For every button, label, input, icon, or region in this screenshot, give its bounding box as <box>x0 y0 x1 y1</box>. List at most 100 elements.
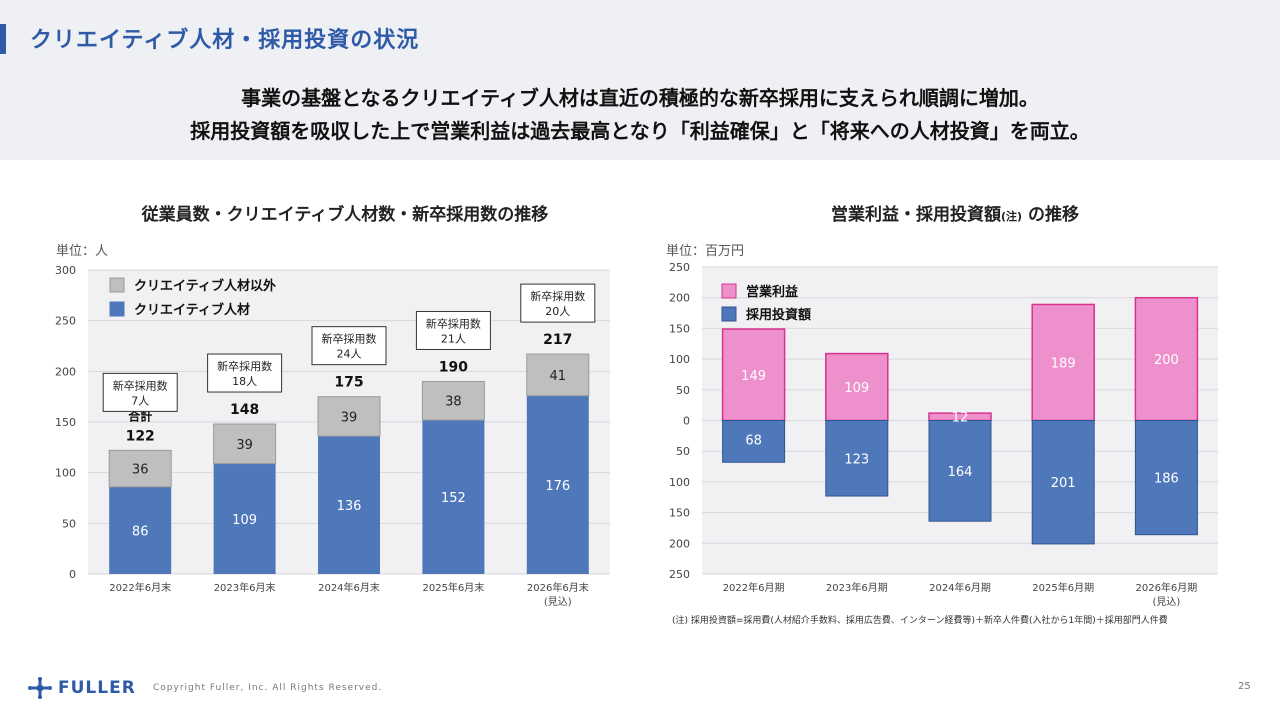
legend-label: クリエイティブ人材以外 <box>134 278 276 294</box>
bar-operating-profit <box>721 328 786 422</box>
lead-line-2: 採用投資額を吸収した上で営業利益は過去最高となり「利益確保」と「将来への人材投資… <box>190 119 1090 143</box>
y-tick-label: 100 <box>55 467 76 480</box>
callout-value: 18人 <box>232 375 257 388</box>
data-label-profit: 200 <box>1154 353 1179 368</box>
y-tick-label: 250 <box>669 568 690 581</box>
bar-operating-profit <box>1134 296 1199 422</box>
headcount-chart: 0 50 100 150 200 250 300 86 36 122 合計 新卒採用数 7人 2022年6… <box>55 264 610 608</box>
y-tick-label: 0 <box>69 568 76 581</box>
x-tick-label: 2022年6月期 <box>723 581 785 594</box>
total-label: 175 <box>334 375 363 391</box>
y-tick-label: 50 <box>62 517 76 530</box>
y-tick-label: 200 <box>669 292 690 305</box>
bar-non-creative <box>213 423 277 465</box>
total-label: 217 <box>543 332 572 348</box>
total-label: 122 <box>126 428 155 444</box>
callout-value: 20人 <box>545 305 570 318</box>
right-chart-title-main: 営業利益・採用投資額 <box>831 205 1001 225</box>
right-chart-title-suffix: の推移 <box>1022 205 1079 225</box>
copyright: Copyright Fuller, Inc. All Rights Reserv… <box>153 683 383 693</box>
x-tick-label: 2025年6月末 <box>422 581 484 594</box>
legend-swatch <box>109 277 125 293</box>
data-label-non-creative: 39 <box>341 410 358 425</box>
x-tick-label: 2026年6月末 <box>527 581 589 594</box>
lead-line-1: 事業の基盤となるクリエイティブ人材は直近の積極的な新卒採用に支えられ順調に増加。 <box>241 86 1039 110</box>
data-label-non-creative: 38 <box>445 395 462 410</box>
y-tick-label: 200 <box>669 537 690 550</box>
total-label: 190 <box>439 359 468 375</box>
callout-box <box>520 283 596 323</box>
y-tick-label: 150 <box>55 416 76 429</box>
data-label-profit: 149 <box>741 369 766 384</box>
bar-creative <box>213 463 276 574</box>
data-label-investment: 186 <box>1154 472 1179 487</box>
callout-label: 新卒採用数 <box>113 378 168 392</box>
footnote: (注) 採用投資額=採用費(人材紹介手数料、採用広告費、インターン経費等)＋新卒… <box>672 616 1168 626</box>
bar-recruiting-investment <box>825 420 889 497</box>
fuller-logo-icon <box>28 677 52 699</box>
y-tick-label: 150 <box>669 507 690 520</box>
y-tick-label: 150 <box>669 322 690 335</box>
callout-label: 新卒採用数 <box>426 316 481 330</box>
data-label-profit: 189 <box>1051 356 1076 371</box>
y-tick-label: 200 <box>55 365 76 378</box>
data-label-non-creative: 39 <box>236 438 253 453</box>
legend-label: 採用投資額 <box>746 307 811 323</box>
callout-box <box>207 353 283 393</box>
left-chart-unit: 単位：人 <box>56 244 109 259</box>
y-tick-label: 100 <box>669 353 690 366</box>
header-band: クリエイティブ人材・採用投資の状況 事業の基盤となるクリエイティブ人材は直近の積… <box>0 0 1280 160</box>
y-tick-label: 250 <box>55 315 76 328</box>
data-label-creative: 86 <box>132 524 149 539</box>
profit-investment-chart: 250 200 150 100 50 0 50 100 150 200 250 149 68 2022年6… <box>669 261 1218 608</box>
total-caption: 合計 <box>128 408 152 423</box>
data-label-investment: 201 <box>1051 476 1076 491</box>
right-chart-title: 営業利益・採用投資額(注) の推移 <box>670 200 1240 225</box>
data-label-investment: 123 <box>844 452 869 467</box>
bar-creative <box>318 436 380 574</box>
data-label-investment: 68 <box>745 434 762 449</box>
bar-non-creative <box>421 380 485 421</box>
callout-box <box>102 372 178 412</box>
legend-label: クリエイティブ人材 <box>134 302 250 318</box>
data-label-creative: 109 <box>232 513 257 528</box>
data-label-profit: 12 <box>952 411 969 426</box>
legend-swatch <box>721 283 737 299</box>
callout-box <box>311 326 387 366</box>
callout-value: 7人 <box>131 394 149 407</box>
bar-operating-profit <box>825 352 889 422</box>
x-tick-label: 2025年6月期 <box>1032 581 1094 594</box>
data-label-creative: 152 <box>441 491 466 506</box>
right-chart-unit: 単位：百万円 <box>666 244 745 259</box>
x-tick-label: 2024年6月末 <box>318 581 380 594</box>
legend-label: 営業利益 <box>746 284 798 300</box>
x-tick-label: 2022年6月末 <box>109 581 171 594</box>
title-accent-bar <box>0 24 6 54</box>
bar-recruiting-investment <box>1031 420 1095 545</box>
bar-non-creative <box>317 396 381 437</box>
legend-swatch <box>721 306 737 322</box>
x-tick-label: 2023年6月末 <box>214 581 276 594</box>
y-tick-label: 250 <box>669 261 690 274</box>
logo-text: FULLER <box>58 678 136 698</box>
bar-non-creative <box>108 449 172 488</box>
page-number: 25 <box>1238 681 1251 692</box>
bar-recruiting-investment <box>928 420 992 522</box>
bar-non-creative <box>526 353 590 397</box>
data-label-creative: 136 <box>337 499 362 514</box>
bar-operating-profit <box>1031 303 1095 422</box>
x-tick-note: (見込) <box>1152 596 1180 608</box>
bar-recruiting-investment <box>1134 420 1198 536</box>
callout-label: 新卒採用数 <box>322 332 377 346</box>
y-tick-label: 50 <box>676 445 690 458</box>
bar-creative <box>422 419 485 574</box>
legend-swatch <box>109 301 125 317</box>
right-chart-title-note: (注) <box>1001 210 1023 223</box>
company-logo: FULLER <box>28 677 136 699</box>
callout-value: 24人 <box>337 348 362 361</box>
page-title: クリエイティブ人材・採用投資の状況 <box>30 28 420 53</box>
x-tick-label: 2024年6月期 <box>929 581 991 594</box>
callout-label: 新卒採用数 <box>530 289 585 303</box>
y-tick-label: 300 <box>55 264 76 277</box>
data-label-creative: 176 <box>545 479 570 494</box>
